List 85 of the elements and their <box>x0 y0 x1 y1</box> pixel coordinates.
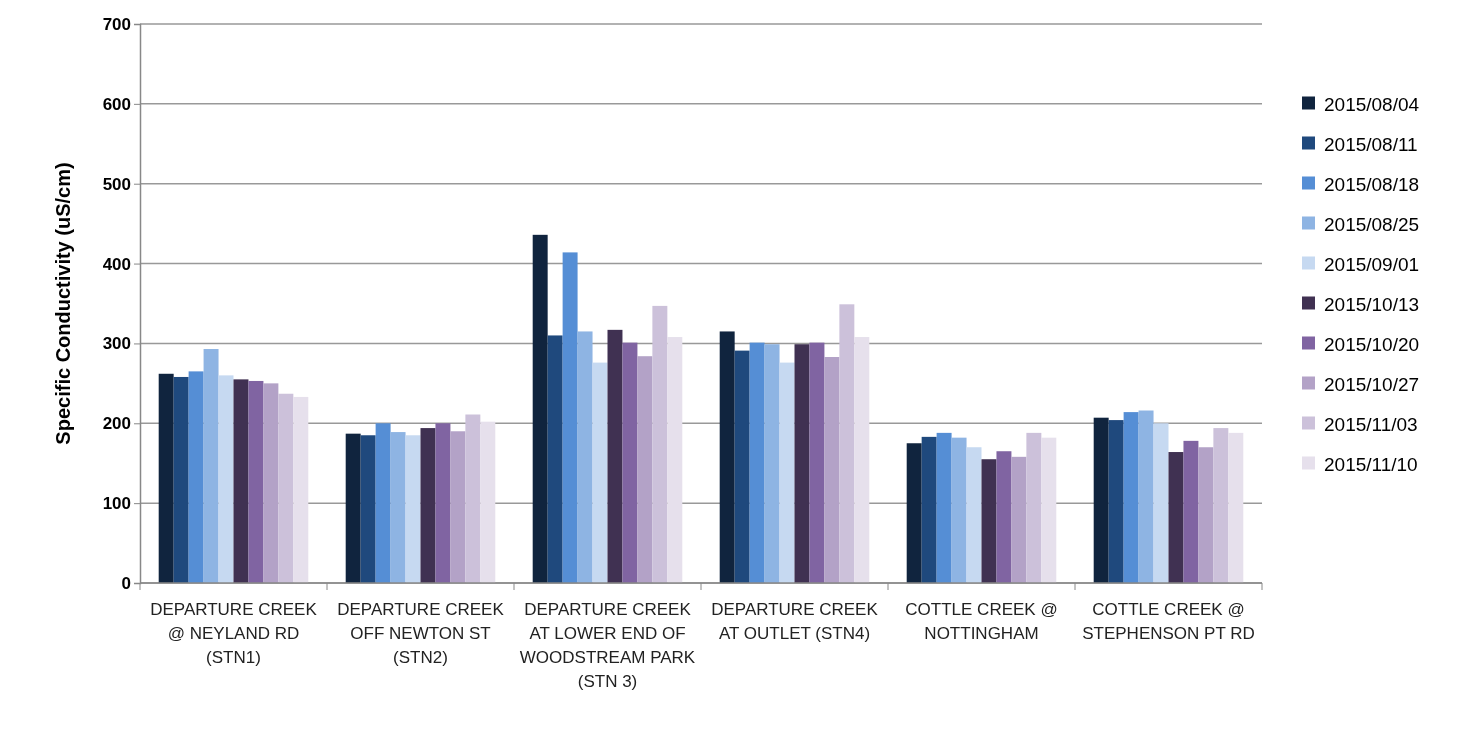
bar <box>218 375 234 583</box>
bar <box>906 443 922 583</box>
legend-label: 2015/09/01 <box>1324 253 1420 275</box>
bar <box>1041 437 1057 583</box>
bar <box>637 356 653 583</box>
bar <box>278 393 294 583</box>
bar <box>1198 447 1214 583</box>
bar <box>592 362 608 583</box>
bar <box>652 305 668 583</box>
bar <box>435 423 451 583</box>
bar <box>203 349 219 583</box>
legend-label: 2015/11/03 <box>1324 413 1418 435</box>
x-tick-label: DEPARTURE CREEK @ NEYLAND RD (STN1) <box>150 600 318 667</box>
bar <box>779 362 795 583</box>
bar <box>233 379 249 583</box>
bar <box>936 432 952 583</box>
bar <box>622 342 638 583</box>
x-tick-label: DEPARTURE CREEK AT OUTLET (STN4) <box>711 600 879 643</box>
bar <box>809 342 825 583</box>
bar <box>450 431 466 583</box>
bar <box>405 435 421 583</box>
y-tick-label: 600 <box>102 94 131 114</box>
bar <box>607 329 623 583</box>
bar <box>854 337 870 583</box>
bar <box>480 421 496 583</box>
bar <box>1108 420 1124 583</box>
bar <box>390 432 406 583</box>
bar <box>749 342 765 583</box>
bar <box>1026 432 1042 583</box>
x-tick-label: COTTLE CREEK @ NOTTINGHAM <box>905 600 1058 643</box>
bar <box>1093 417 1109 583</box>
bar <box>1153 423 1169 583</box>
bar <box>734 350 750 583</box>
bar <box>420 428 436 583</box>
bar <box>293 396 309 583</box>
y-tick-label: 0 <box>121 573 131 593</box>
bar <box>547 335 563 583</box>
bar <box>1168 452 1184 583</box>
legend-label: 2015/10/13 <box>1324 293 1420 315</box>
bar <box>1011 456 1027 583</box>
x-tick-label: DEPARTURE CREEK AT LOWER END OF WOODSTREAM PARK (STN 3) <box>519 600 696 691</box>
bar <box>345 433 361 583</box>
legend-label: 2015/10/27 <box>1324 373 1420 395</box>
y-tick-label: 100 <box>102 494 131 514</box>
bar <box>188 371 204 583</box>
bar <box>981 459 997 583</box>
bar <box>794 344 810 583</box>
bar <box>1138 410 1154 583</box>
bar <box>951 437 967 583</box>
bar <box>173 376 189 583</box>
bar <box>1228 432 1244 583</box>
bar <box>839 304 855 583</box>
bar <box>1213 428 1229 583</box>
y-tick-label: 700 <box>102 14 131 34</box>
bar <box>966 447 982 583</box>
legend-label: 2015/08/18 <box>1324 173 1420 195</box>
bar <box>1123 412 1139 583</box>
legend-label: 2015/08/11 <box>1324 133 1418 155</box>
bar <box>996 451 1012 583</box>
legend-label: 2015/11/10 <box>1324 453 1418 475</box>
bar <box>562 252 578 583</box>
bar <box>465 414 481 583</box>
x-tick-label: COTTLE CREEK @ STEPHENSON PT RD <box>1082 600 1255 643</box>
bar <box>719 331 735 583</box>
bar <box>248 380 264 583</box>
y-tick-label: 400 <box>102 254 131 274</box>
y-tick-label: 300 <box>102 334 131 354</box>
bar <box>824 357 840 583</box>
bar <box>375 423 391 583</box>
bar <box>158 373 174 583</box>
bar <box>1183 440 1199 583</box>
bar <box>921 436 937 583</box>
bar <box>667 337 683 583</box>
legend-label: 2015/08/04 <box>1324 93 1420 115</box>
bar <box>360 435 376 583</box>
bar <box>263 383 279 583</box>
y-tick-label: 500 <box>102 174 131 194</box>
y-axis-title: Specific Conductivity (uS/cm) <box>52 162 74 445</box>
legend-label: 2015/08/25 <box>1324 213 1420 235</box>
bar <box>577 331 593 583</box>
x-tick-label: DEPARTURE CREEK OFF NEWTON ST (STN2) <box>337 600 505 667</box>
legend-label: 2015/10/20 <box>1324 333 1420 355</box>
bar <box>764 344 780 583</box>
y-tick-label: 200 <box>102 414 131 434</box>
bar <box>532 234 548 583</box>
